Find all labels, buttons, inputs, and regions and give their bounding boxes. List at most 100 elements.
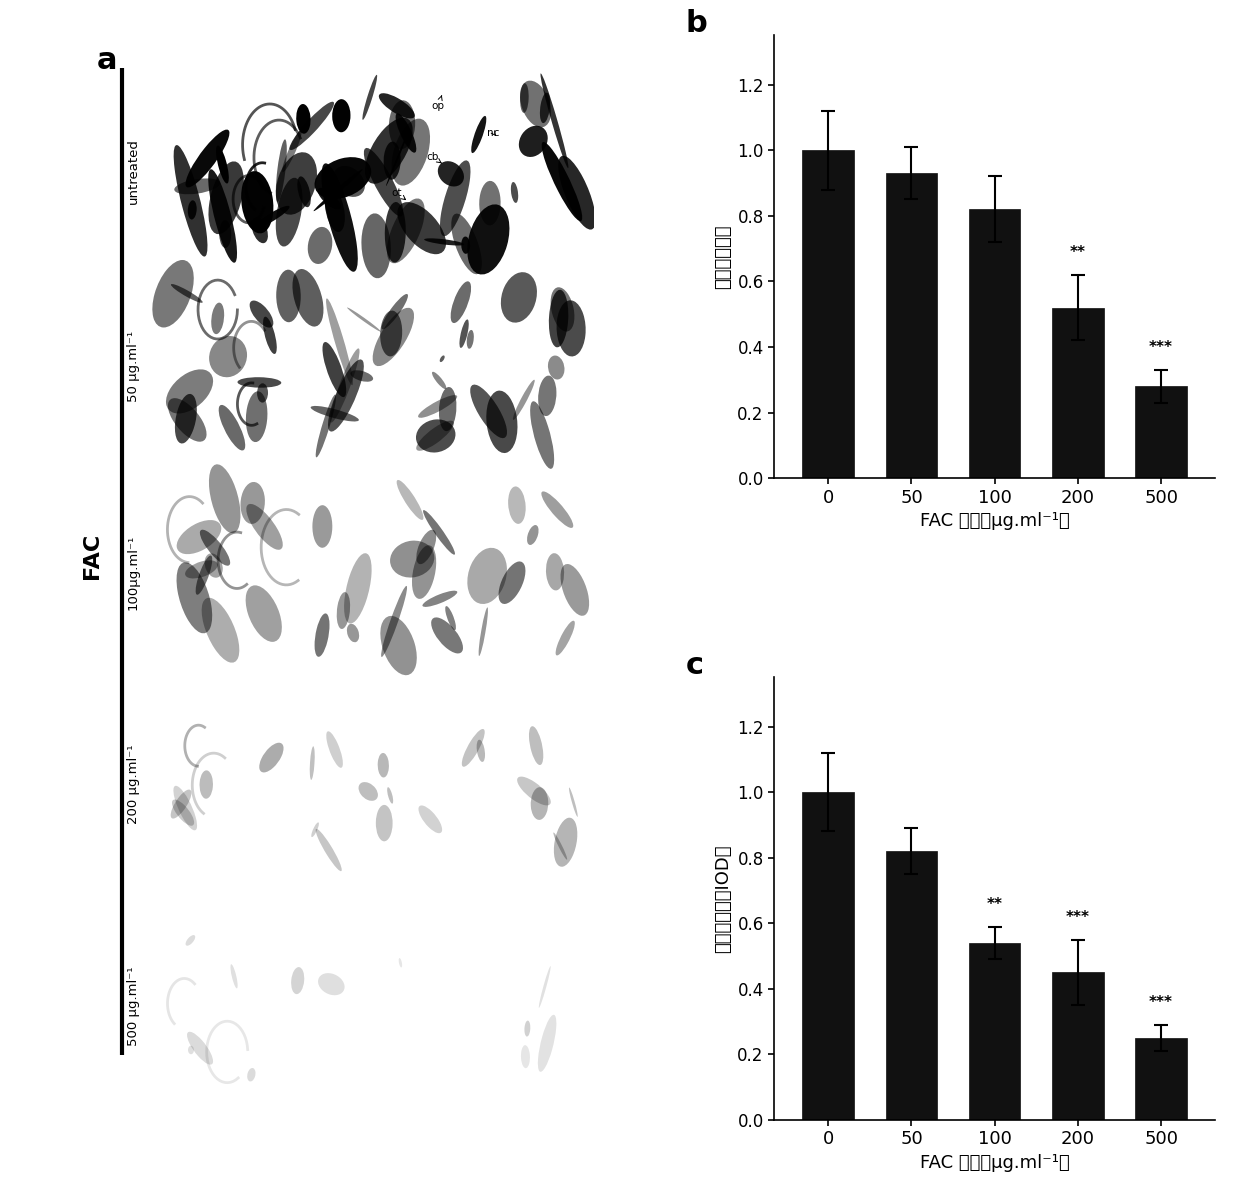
Ellipse shape xyxy=(397,202,446,255)
Bar xyxy=(885,851,937,1120)
Ellipse shape xyxy=(322,342,346,397)
Ellipse shape xyxy=(176,520,221,554)
Ellipse shape xyxy=(176,562,212,633)
Ellipse shape xyxy=(246,585,281,641)
Ellipse shape xyxy=(461,729,485,766)
Ellipse shape xyxy=(470,384,507,439)
Text: ***: *** xyxy=(1066,910,1090,924)
Ellipse shape xyxy=(317,187,341,210)
Ellipse shape xyxy=(479,180,501,225)
Ellipse shape xyxy=(513,380,534,420)
Ellipse shape xyxy=(316,395,336,457)
Bar xyxy=(1052,308,1104,479)
Ellipse shape xyxy=(439,387,456,432)
Ellipse shape xyxy=(187,200,197,219)
Ellipse shape xyxy=(386,132,408,186)
Ellipse shape xyxy=(175,178,221,195)
Ellipse shape xyxy=(557,301,585,356)
Ellipse shape xyxy=(311,822,319,837)
Bar xyxy=(1052,973,1104,1120)
Ellipse shape xyxy=(312,505,332,548)
Ellipse shape xyxy=(450,282,471,323)
Ellipse shape xyxy=(218,404,246,450)
Ellipse shape xyxy=(310,746,315,779)
Ellipse shape xyxy=(315,613,330,657)
Ellipse shape xyxy=(185,560,218,579)
Text: 100μg.ml⁻¹: 100μg.ml⁻¹ xyxy=(126,534,140,610)
Ellipse shape xyxy=(418,395,458,417)
Y-axis label: 相对骨密度（IOD）: 相对骨密度（IOD） xyxy=(714,844,732,953)
Ellipse shape xyxy=(275,139,286,202)
Ellipse shape xyxy=(381,615,417,676)
Ellipse shape xyxy=(525,1021,531,1036)
Bar xyxy=(802,150,854,479)
Ellipse shape xyxy=(343,553,372,624)
Ellipse shape xyxy=(263,317,277,354)
Ellipse shape xyxy=(479,607,489,656)
Ellipse shape xyxy=(330,348,360,422)
Ellipse shape xyxy=(501,272,537,323)
Ellipse shape xyxy=(219,220,231,248)
Ellipse shape xyxy=(548,356,564,380)
Ellipse shape xyxy=(379,93,415,118)
Ellipse shape xyxy=(467,548,507,604)
Ellipse shape xyxy=(538,1015,557,1072)
Text: op: op xyxy=(432,95,445,111)
Bar xyxy=(885,173,937,479)
Ellipse shape xyxy=(560,564,589,615)
Ellipse shape xyxy=(171,790,191,818)
Ellipse shape xyxy=(358,782,378,801)
Text: ***: *** xyxy=(1149,995,1173,1010)
Text: FAC: FAC xyxy=(82,533,102,579)
Text: c: c xyxy=(686,651,704,680)
Ellipse shape xyxy=(172,799,195,825)
Ellipse shape xyxy=(382,294,408,329)
Ellipse shape xyxy=(259,743,284,772)
Ellipse shape xyxy=(210,465,241,533)
X-axis label: FAC 浓度（μg.ml⁻¹）: FAC 浓度（μg.ml⁻¹） xyxy=(920,1154,1070,1172)
Ellipse shape xyxy=(389,100,415,149)
Ellipse shape xyxy=(399,959,402,968)
Ellipse shape xyxy=(293,269,324,327)
Ellipse shape xyxy=(332,99,351,132)
Ellipse shape xyxy=(200,770,213,798)
Ellipse shape xyxy=(391,541,434,578)
Ellipse shape xyxy=(238,377,281,388)
Ellipse shape xyxy=(486,390,517,453)
Ellipse shape xyxy=(553,832,567,859)
Ellipse shape xyxy=(424,238,464,245)
Ellipse shape xyxy=(517,777,551,805)
Ellipse shape xyxy=(551,288,574,331)
Ellipse shape xyxy=(546,553,564,591)
Ellipse shape xyxy=(311,406,358,421)
Ellipse shape xyxy=(527,525,538,545)
Ellipse shape xyxy=(376,805,393,842)
Ellipse shape xyxy=(432,618,463,653)
Ellipse shape xyxy=(383,141,401,179)
Ellipse shape xyxy=(321,164,358,272)
Ellipse shape xyxy=(166,369,213,414)
Ellipse shape xyxy=(326,298,353,386)
X-axis label: FAC 浓度（μg.ml⁻¹）: FAC 浓度（μg.ml⁻¹） xyxy=(920,512,1070,531)
Ellipse shape xyxy=(317,973,345,995)
Ellipse shape xyxy=(542,141,583,222)
Ellipse shape xyxy=(418,805,443,834)
Ellipse shape xyxy=(423,511,455,554)
Text: nc: nc xyxy=(487,129,500,138)
Ellipse shape xyxy=(277,270,301,322)
Ellipse shape xyxy=(521,1045,529,1068)
Ellipse shape xyxy=(196,555,212,594)
Ellipse shape xyxy=(381,310,402,356)
Ellipse shape xyxy=(315,157,371,199)
Ellipse shape xyxy=(246,391,268,442)
Ellipse shape xyxy=(257,383,268,402)
Ellipse shape xyxy=(518,126,548,157)
Ellipse shape xyxy=(438,162,464,186)
Ellipse shape xyxy=(362,74,377,120)
Ellipse shape xyxy=(254,206,290,229)
Ellipse shape xyxy=(211,303,224,334)
Text: **: ** xyxy=(987,897,1003,911)
Ellipse shape xyxy=(347,308,381,331)
Ellipse shape xyxy=(241,171,273,233)
Text: a: a xyxy=(97,46,118,75)
